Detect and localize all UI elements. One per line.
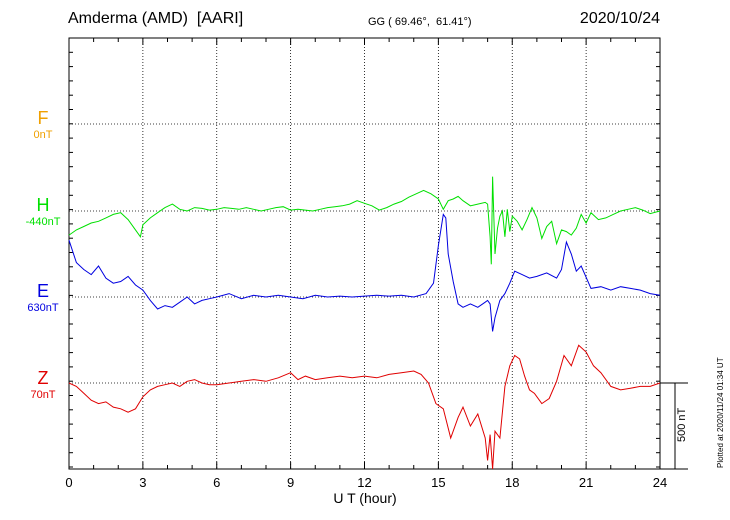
x-tick-label: 3 xyxy=(139,475,146,490)
x-tick-label: 18 xyxy=(505,475,519,490)
x-tick-label: 9 xyxy=(287,475,294,490)
component-baseline-h: -440nT xyxy=(25,216,61,228)
data-traces xyxy=(68,176,661,470)
component-baseline-e: 630nT xyxy=(27,302,59,314)
x-tick-label: 24 xyxy=(653,475,667,490)
component-letter-e: E xyxy=(36,281,49,301)
component-baseline-z: 70nT xyxy=(30,389,56,401)
component-letter-h: H xyxy=(36,195,50,215)
component-letter-z: Z xyxy=(37,368,49,388)
component-baseline-f: 0nT xyxy=(33,129,53,141)
plotted-timestamp: Plotted at 2020/11/24 01:34 UT xyxy=(716,357,725,468)
component-label-e: E 630nT xyxy=(10,281,76,315)
x-tick-labels: 0 3 6 9 12 15 18 21 24 xyxy=(65,475,667,490)
x-tick-label: 0 xyxy=(65,475,72,490)
x-tick-label: 6 xyxy=(213,475,220,490)
x-axis-label: U T (hour) xyxy=(333,490,397,506)
component-letter-f: F xyxy=(37,108,49,128)
trace-z xyxy=(68,344,661,470)
scale-bar-label: 500 nT xyxy=(676,407,688,442)
axis-ticks xyxy=(68,38,661,469)
grid-lines xyxy=(69,38,660,469)
chart-date: 2020/10/24 xyxy=(579,10,660,27)
scale-bar xyxy=(660,382,688,470)
x-tick-label: 12 xyxy=(357,475,371,490)
station-title: Amderma (AMD) [AARI] xyxy=(68,10,244,27)
x-tick-label: 15 xyxy=(431,475,445,490)
component-label-f: F 0nT xyxy=(10,108,76,142)
trace-h xyxy=(68,176,661,265)
component-label-z: Z 70nT xyxy=(10,368,76,402)
geographic-coordinates: GG ( 69.46°, 61.41°) xyxy=(368,16,472,28)
trace-e xyxy=(68,213,661,332)
x-tick-label: 21 xyxy=(579,475,593,490)
component-label-h: H -440nT xyxy=(10,195,76,229)
